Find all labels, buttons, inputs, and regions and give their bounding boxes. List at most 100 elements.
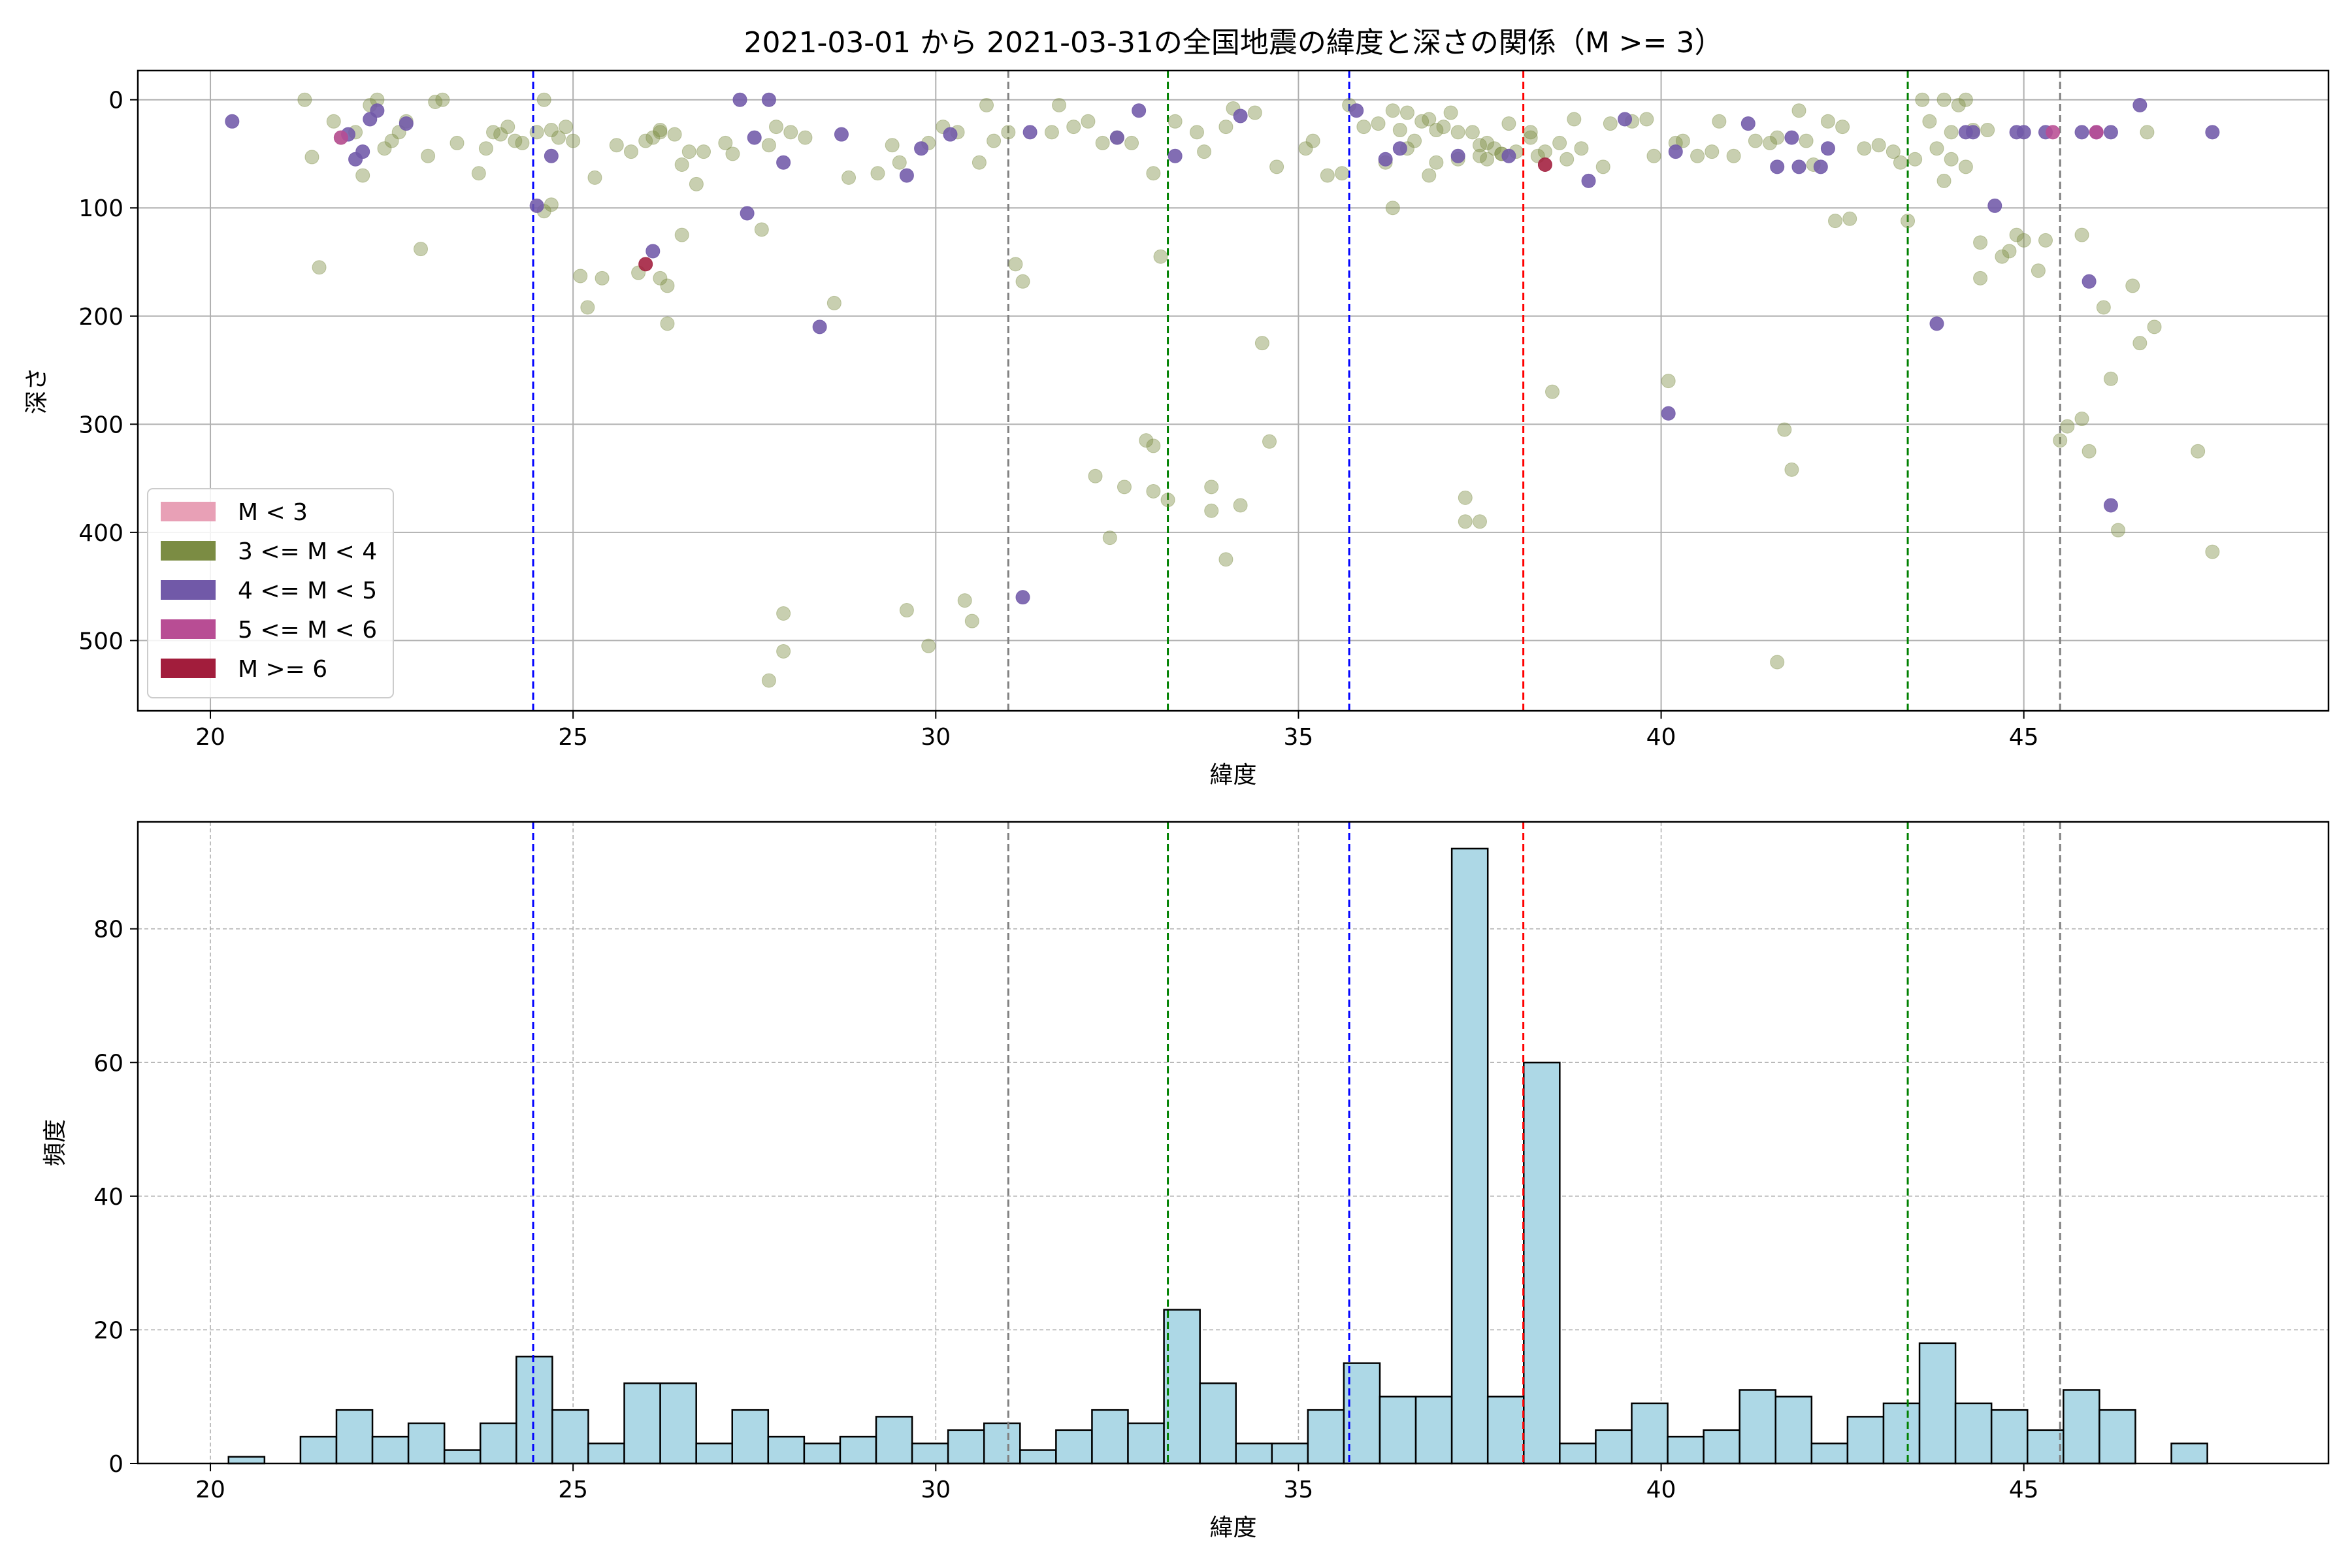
scatter-point — [1146, 166, 1161, 181]
scatter-point — [645, 130, 661, 145]
scatter-point — [2103, 125, 2118, 140]
scatter-point — [1407, 133, 1422, 148]
histogram-bar — [1954, 1402, 1993, 1465]
scatter-point — [1712, 114, 1727, 129]
scatter-point — [580, 300, 595, 315]
scatter-point — [1269, 159, 1284, 174]
scatter-point — [2060, 419, 2075, 434]
scatter-point — [1117, 480, 1132, 495]
scatter-point — [1458, 514, 1473, 529]
scatter-point — [1450, 148, 1465, 163]
histogram-bar — [731, 1409, 770, 1465]
scatter-point — [899, 603, 914, 618]
scatter-point — [1422, 168, 1437, 183]
histogram-bar — [587, 1443, 625, 1465]
legend: M < 3 3 <= M < 4 4 <= M < 5 5 <= M < 6 M… — [147, 488, 394, 698]
scatter-point — [660, 278, 675, 293]
scatter-point — [740, 206, 755, 221]
scatter-point — [1458, 490, 1473, 505]
scatter-point — [1965, 125, 1980, 140]
scatter-point — [899, 168, 914, 183]
scatter-point — [493, 127, 508, 142]
scatter-point — [1371, 116, 1386, 131]
scatter-point — [1784, 462, 1799, 477]
scatter-point — [979, 97, 994, 112]
scatter-point — [1385, 201, 1400, 216]
histogram-bar — [1055, 1429, 1093, 1465]
scatter-point — [1574, 141, 1589, 156]
scatter-point — [754, 222, 769, 237]
scatter-point — [1429, 155, 1444, 170]
histogram-bar — [2170, 1443, 2208, 1465]
scatter-point — [544, 197, 559, 212]
scatter-x-axis-label: 緯度 — [1209, 762, 1256, 789]
scatter-y-ticks: 0 100 200 300 400 500 — [78, 88, 138, 655]
scatter-point — [747, 130, 762, 145]
scatter-point — [2111, 523, 2126, 538]
histogram-bar — [1667, 1435, 1705, 1465]
legend-label-m6: M >= 6 — [238, 656, 327, 683]
scatter-y-tick-label: 200 — [78, 304, 123, 331]
scatter-point — [667, 127, 682, 142]
histogram-bar — [1414, 1396, 1453, 1465]
scatter-x-tick-label: 25 — [558, 724, 588, 751]
scatter-point — [2125, 278, 2140, 293]
scatter-point — [1385, 103, 1400, 118]
scatter-point — [653, 270, 668, 286]
histogram-bar — [1739, 1389, 1777, 1465]
histogram-bar — [1127, 1422, 1165, 1465]
scatter-point — [1081, 114, 1096, 129]
scatter-point — [2074, 125, 2089, 140]
scatter-point — [595, 270, 610, 286]
scatter-y-axis-label: 深さ — [24, 367, 50, 414]
scatter-point — [914, 141, 929, 156]
histogram-bar — [227, 1456, 266, 1465]
scatter-point — [1661, 406, 1676, 421]
scatter-point — [761, 138, 776, 153]
histogram-y-tick-label: 60 — [93, 1050, 123, 1077]
histogram-y-ticks: 0 20 40 60 80 — [93, 917, 138, 1478]
scatter-point — [623, 144, 638, 159]
scatter-point — [1646, 148, 1661, 163]
scatter-point — [1392, 123, 1407, 138]
scatter-point — [1980, 123, 1995, 138]
histogram-bar — [1810, 1443, 1849, 1465]
scatter-point — [471, 166, 486, 181]
scatter-point — [2140, 125, 2155, 140]
histogram-x-tick-label: 20 — [195, 1477, 225, 1503]
scatter-x-ticks: 20 25 30 35 40 45 — [195, 711, 2039, 751]
histogram-x-tick-label: 45 — [2009, 1477, 2039, 1503]
scatter-point — [1320, 168, 1335, 183]
legend-label-m4-5: 4 <= M < 5 — [238, 578, 377, 604]
scatter-point — [718, 135, 733, 150]
scatter-point — [1480, 135, 1495, 150]
scatter-point — [1777, 422, 1792, 437]
scatter-point — [559, 120, 574, 135]
scatter-point — [957, 593, 972, 608]
scatter-point — [638, 133, 653, 148]
histogram-x-tick-label: 30 — [921, 1477, 951, 1503]
histogram-bar — [1199, 1382, 1237, 1465]
scatter-point — [1015, 274, 1030, 289]
scatter-point — [2016, 233, 2031, 248]
histogram-bars — [227, 847, 2208, 1465]
histogram-bar — [1990, 1409, 2029, 1465]
scatter-point — [826, 295, 841, 310]
scatter-point — [1770, 159, 1785, 174]
scatter-point — [689, 176, 704, 191]
scatter-point — [1871, 138, 1886, 153]
scatter-point — [1465, 125, 1480, 140]
scatter-point — [421, 148, 436, 163]
scatter-y-tick-label: 100 — [78, 195, 123, 222]
scatter-point — [1436, 120, 1451, 135]
scatter-point — [529, 125, 544, 140]
scatter-point — [1915, 92, 1930, 107]
scatter-point — [769, 120, 784, 135]
scatter-point — [1254, 336, 1269, 351]
scatter-point — [1422, 112, 1437, 127]
scatter-x-tick-label: 40 — [1646, 724, 1676, 751]
scatter-point — [2031, 263, 2046, 278]
scatter-point — [609, 138, 624, 153]
scatter-point — [1015, 590, 1030, 605]
